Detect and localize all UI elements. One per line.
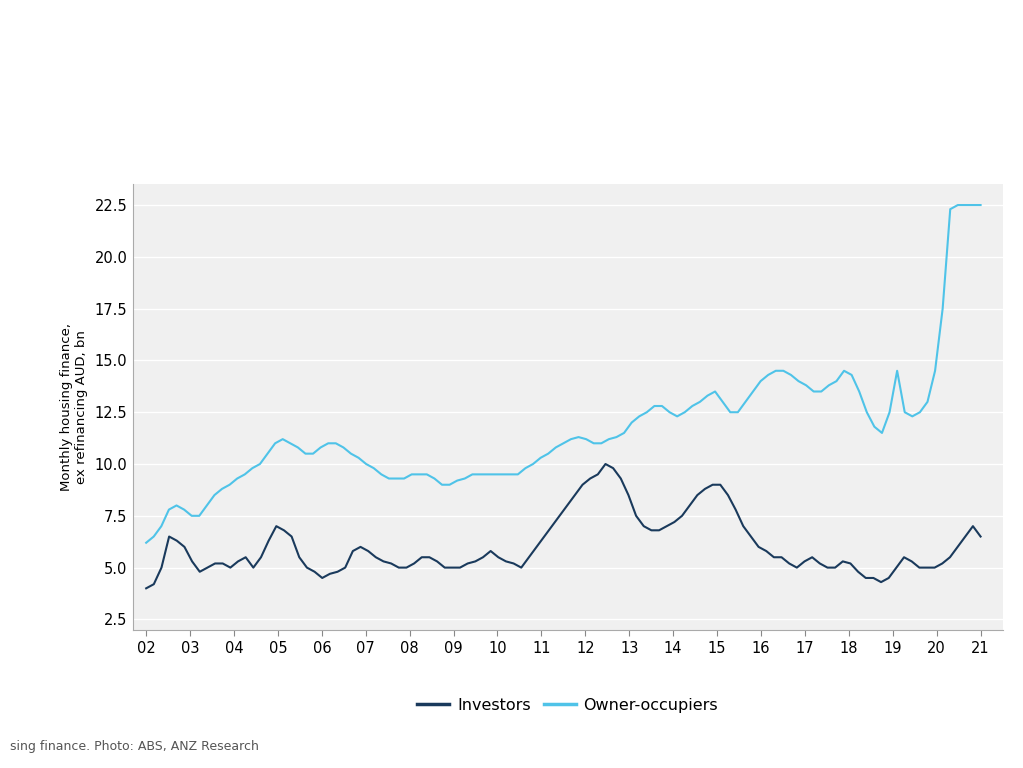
Y-axis label: Monthly housing finance,
ex refinancing AUD, bn: Monthly housing finance, ex refinancing …	[59, 323, 88, 491]
Text: especially for owner-occupiers: especially for owner-occupiers	[284, 107, 739, 133]
Legend: Investors, Owner-occupiers: Investors, Owner-occupiers	[411, 691, 724, 719]
Text: sing finance. Photo: ABS, ANZ Research: sing finance. Photo: ABS, ANZ Research	[10, 740, 259, 753]
Text: Housing finance has picked up sharply,: Housing finance has picked up sharply,	[220, 41, 803, 67]
